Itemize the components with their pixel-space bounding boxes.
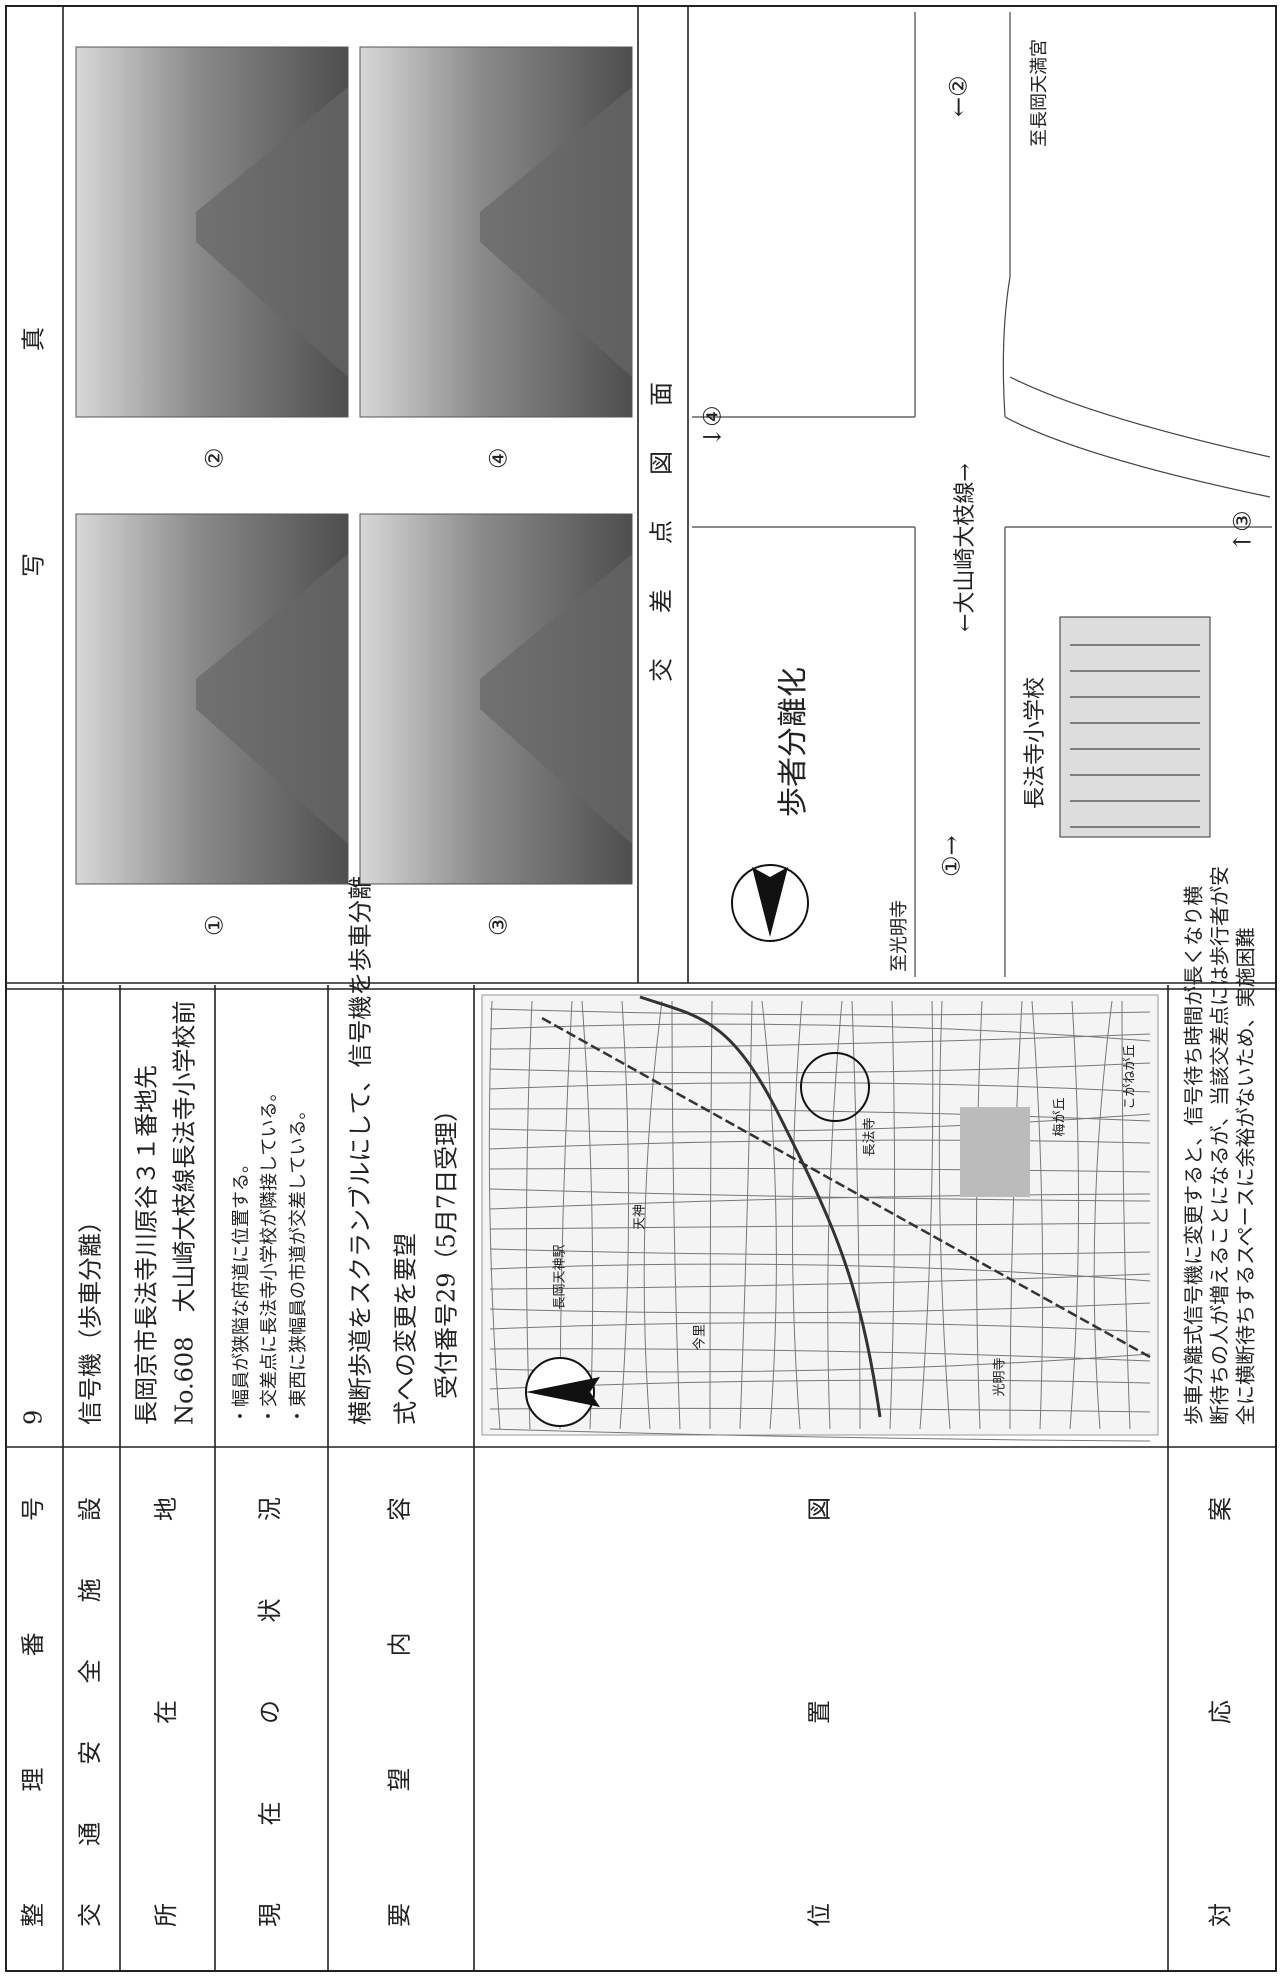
row-value: 横断歩道をスクランブルにして、信号機を歩車分離 [347, 876, 375, 1425]
school-label: 長法寺小学校 [1023, 677, 1048, 809]
map-road [709, 1000, 713, 1430]
photo-road [480, 87, 632, 377]
map-road [643, 1000, 663, 1430]
map-road [489, 1008, 1151, 1016]
map-road [489, 1263, 1151, 1282]
row-label: 現 在 の 状 況 [256, 1497, 284, 1927]
map-compass-needle [526, 1377, 600, 1407]
map-road [489, 1108, 1151, 1122]
road-edge [1002, 12, 1011, 418]
photo-road [480, 554, 632, 844]
photo-label: ④ [485, 447, 513, 469]
map-road [489, 1222, 1151, 1230]
row-value: 全に横断待ちするスペースに余裕がないため、実施困難 [1234, 927, 1258, 1425]
compass-needle [752, 867, 788, 937]
row-value: 受付番号29（5月7日受理） [433, 1098, 461, 1399]
map-road [619, 1000, 630, 1430]
map-road [938, 1000, 951, 1430]
photo-label: ③ [485, 914, 513, 936]
map-road [489, 1033, 1151, 1050]
map-road [761, 1000, 777, 1430]
row-label: 整 理 番 号 [19, 1497, 47, 1927]
road-curve [1009, 376, 1271, 458]
map-road [1069, 1000, 1080, 1430]
row-value: ・幅員が狭隘な府道に位置する。 [231, 1155, 252, 1425]
road-label: ←大山崎大枝線→ [953, 463, 978, 632]
map-road [1093, 1000, 1113, 1430]
map-place-name: 長岡天神駅 [553, 1244, 568, 1309]
point-label: ←② [945, 75, 973, 117]
map-road [489, 1248, 1151, 1256]
row-value: No.608 大山崎大枝線長法寺小学校前 [171, 1001, 199, 1425]
row-label: 交 通 安 全 施 設 [76, 1497, 104, 1927]
map-road [489, 1113, 1151, 1133]
map-road [488, 1000, 501, 1430]
photo-label: ① [201, 914, 229, 936]
row-value: 信号機（歩車分離） [77, 1209, 105, 1425]
map-road [671, 1000, 681, 1430]
row-value: 9 [20, 1410, 48, 1425]
photo-label: ② [201, 447, 229, 469]
intersection-title: 交 差 点 図 面 [648, 382, 676, 682]
photo-road [196, 554, 348, 844]
point-label: ①→ [938, 835, 966, 877]
map-road [489, 1302, 1151, 1314]
map-road [791, 1000, 803, 1430]
photos-title: 写 真 [20, 327, 48, 577]
road-curve [1004, 416, 1271, 498]
photo-road [196, 87, 348, 377]
diagram-note: 歩者分離化 [776, 667, 811, 817]
row-value: ・東西に狭幅員の市道が交差している。 [288, 1102, 309, 1425]
map-place-name: 光明寺 [993, 1357, 1008, 1396]
map-road [581, 1000, 594, 1430]
map-road [1031, 1000, 1044, 1430]
map-road [739, 1000, 753, 1430]
map-road [489, 1062, 1151, 1074]
map-road [525, 1000, 533, 1430]
point-label: ↑③ [1229, 510, 1257, 552]
row-label: 要 望 内 容 [386, 1497, 414, 1927]
school-building [1059, 616, 1211, 838]
direction-label: 至長岡天満宮 [1029, 39, 1050, 147]
map-place-name: 梅が丘 [1053, 1097, 1068, 1136]
row-label: 所 在 地 [152, 1497, 180, 1927]
map-road [489, 1428, 1151, 1442]
intersection-diagram: 歩者分離化 長法寺小学校 ←大山崎大枝線→ 至光明寺 至長岡天満宮 ①→ ←② ↑③ ↓④ [692, 12, 1272, 977]
map-road [919, 1000, 934, 1430]
map-road [489, 1167, 1151, 1173]
row-value: 歩車分離式信号機に変更すると、信号待ち時間が長くなり横 [1182, 886, 1206, 1425]
map-place-name: 長法寺 [863, 1117, 878, 1156]
map-place-name: 天神 [633, 1204, 648, 1230]
point-label: ↓④ [699, 405, 727, 447]
map-rail [539, 1015, 1151, 1359]
map-road [489, 1023, 1151, 1042]
map-main-road [639, 995, 882, 1418]
row-value: ・交差点に長法寺小学校が隣接している。 [259, 1084, 280, 1425]
map-road [975, 1000, 983, 1430]
map-target [800, 1052, 870, 1122]
map-road [1121, 1000, 1131, 1430]
map-road [489, 1322, 1151, 1333]
map-place-name: 今里 [692, 1324, 708, 1350]
row-value: 式への変更を要望 [392, 1233, 420, 1425]
map-road [489, 1348, 1151, 1362]
map-road [489, 1082, 1151, 1093]
map-road [489, 1273, 1151, 1290]
map-place-name: こがねが丘 [1123, 1044, 1138, 1109]
row-label: 位 置 図 [806, 1497, 834, 1927]
row-value: 断待ちの人が増えることになるが、当該交差点には歩行者が安 [1208, 866, 1232, 1425]
map-road [889, 1000, 896, 1430]
direction-label: 至光明寺 [889, 900, 910, 972]
row-label: 対 応 案 [1207, 1497, 1235, 1927]
map-school-ground [960, 1107, 1030, 1197]
map-road [489, 1139, 1151, 1150]
map-road [1009, 1000, 1023, 1430]
row-value: 長岡京市長法寺川原谷３１番地先 [133, 1065, 161, 1425]
